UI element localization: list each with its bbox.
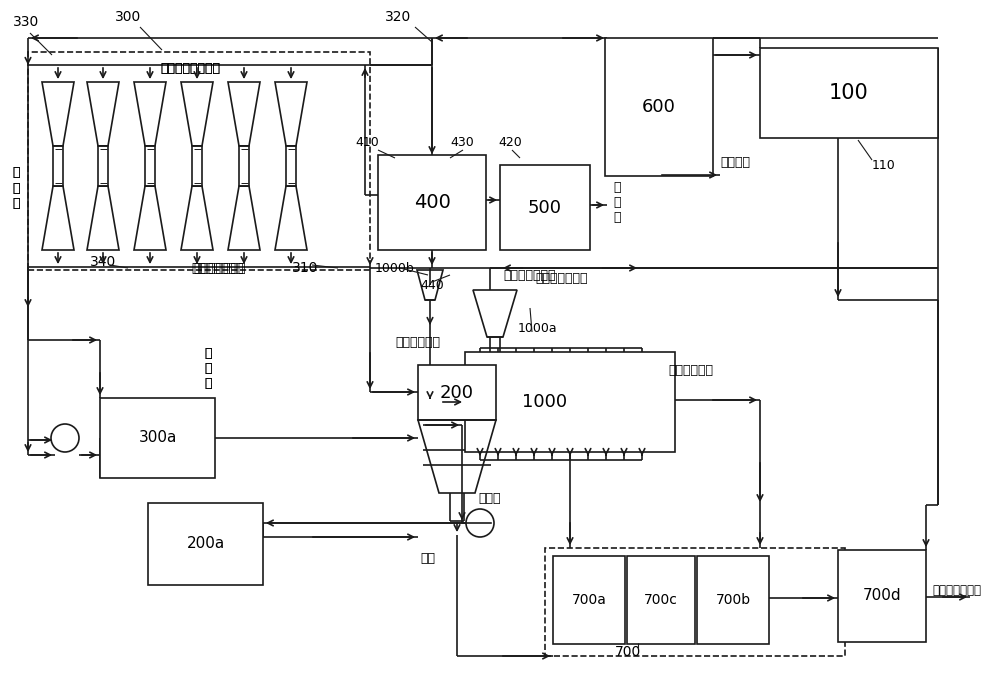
Text: 700: 700	[615, 645, 641, 659]
Text: 310: 310	[292, 261, 318, 275]
Text: 残渣: 残渣	[421, 551, 436, 564]
Text: 脱硫脱硝后烟气: 脱硫脱硝后烟气	[535, 271, 588, 284]
Text: 干燥前炼焦煤: 干燥前炼焦煤	[395, 335, 440, 348]
Bar	[553, 556, 625, 644]
Text: 700d: 700d	[863, 589, 901, 604]
Bar	[605, 38, 713, 176]
Bar	[192, 146, 202, 186]
Bar	[627, 556, 695, 644]
Bar	[286, 146, 296, 186]
Bar	[28, 52, 370, 270]
Text: 340: 340	[90, 255, 116, 269]
Text: 400: 400	[414, 193, 450, 212]
Circle shape	[51, 424, 79, 452]
Bar	[465, 352, 675, 452]
Bar	[760, 48, 938, 138]
Text: 脱硫脱硝前烟气: 脱硫脱硝前烟气	[192, 262, 244, 275]
Text: 脱硫脱硝前烟气: 脱硫脱硝前烟气	[194, 262, 246, 275]
Bar	[500, 165, 590, 250]
Text: 100: 100	[829, 83, 869, 103]
Text: 稀
硫
酸: 稀 硫 酸	[204, 346, 212, 389]
Bar	[239, 146, 249, 186]
Text: 脱硫后脱硝前烟气: 脱硫后脱硝前烟气	[160, 61, 220, 75]
Text: 300: 300	[115, 10, 141, 24]
Text: 110: 110	[872, 159, 896, 172]
Text: 320: 320	[385, 10, 411, 24]
Text: 700b: 700b	[715, 593, 751, 607]
Text: 1000b: 1000b	[375, 262, 415, 275]
Text: 330: 330	[13, 15, 39, 29]
Bar	[545, 548, 845, 656]
Text: 600: 600	[642, 98, 676, 116]
Text: 干燥后炼焦煤: 干燥后炼焦煤	[668, 364, 713, 377]
Text: 200: 200	[440, 384, 474, 402]
Bar	[697, 556, 769, 644]
Text: 稀
硫
酸: 稀 硫 酸	[12, 166, 20, 210]
Text: 700a: 700a	[572, 593, 606, 607]
Text: 700c: 700c	[644, 593, 678, 607]
Text: 440: 440	[420, 279, 444, 291]
Text: 300a: 300a	[138, 431, 177, 446]
Bar	[145, 146, 155, 186]
Text: 410: 410	[355, 135, 379, 148]
Circle shape	[466, 509, 494, 537]
Bar	[98, 146, 108, 186]
Bar	[838, 550, 926, 642]
Text: 1000: 1000	[522, 393, 567, 411]
Text: 稀
硫
酸: 稀 硫 酸	[204, 346, 212, 389]
Text: 稀
硫
酸: 稀 硫 酸	[12, 166, 20, 210]
Text: 200a: 200a	[186, 537, 225, 551]
Text: 430: 430	[450, 135, 474, 148]
Bar	[378, 155, 486, 250]
Text: 喷
氨
气: 喷 氨 气	[613, 181, 621, 224]
Text: 500: 500	[528, 199, 562, 217]
Text: 脱硫后脱硝前烟气: 脱硫后脱硝前烟气	[160, 61, 220, 75]
Bar	[418, 365, 496, 420]
Bar	[53, 146, 63, 186]
Bar	[148, 503, 263, 585]
Text: 420: 420	[498, 135, 522, 148]
Bar	[100, 398, 215, 478]
Text: 脱硫脱硝后烟气: 脱硫脱硝后烟气	[504, 268, 556, 282]
Text: 净化后焦炉烟气: 净化后焦炉烟气	[932, 584, 981, 596]
Text: 1000a: 1000a	[518, 322, 558, 335]
Text: 浓硫酸: 浓硫酸	[479, 491, 501, 504]
Text: 焦炉烟气: 焦炉烟气	[720, 155, 750, 168]
